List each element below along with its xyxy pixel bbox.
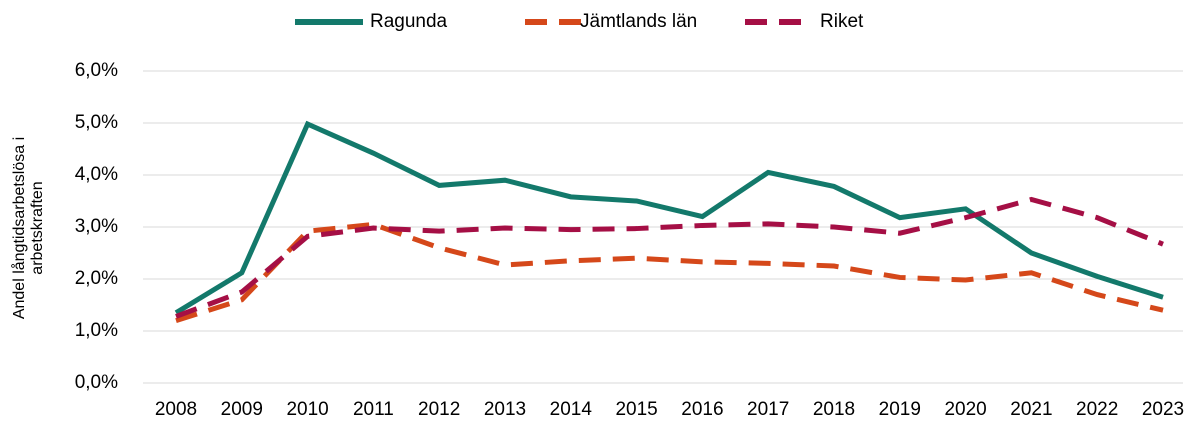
y-tick-label: 1,0%: [75, 320, 118, 341]
y-tick-label: 6,0%: [75, 60, 118, 81]
x-tick-label: 2015: [615, 399, 657, 420]
x-tick-label: 2016: [681, 399, 723, 420]
y-axis-label: Andel långtidsarbetslösa i: [10, 137, 28, 319]
legend-label: Jämtlands län: [580, 11, 697, 32]
x-tick-label: 2018: [813, 399, 855, 420]
legend-label: Ragunda: [370, 11, 448, 32]
series-line: [174, 120, 1164, 315]
x-tick-label: 2013: [484, 399, 526, 420]
y-tick-label: 0,0%: [75, 372, 118, 393]
x-tick-label: 2023: [1142, 399, 1184, 420]
x-tick-label: 2012: [418, 399, 460, 420]
x-tick-label: 2011: [353, 399, 394, 420]
x-tick-label: 2009: [221, 399, 263, 420]
y-axis-label: arbetskraften: [29, 181, 46, 274]
x-tick-label: 2021: [1010, 399, 1052, 420]
x-tick-label: 2020: [944, 399, 986, 420]
series-line: [175, 221, 1164, 323]
x-tick-label: 2014: [550, 399, 593, 420]
x-tick-label: 2019: [879, 399, 921, 420]
legend-label: Riket: [820, 11, 864, 32]
x-tick-label: 2008: [155, 399, 197, 420]
y-tick-label: 3,0%: [75, 216, 118, 237]
series-line: [175, 196, 1164, 319]
x-tick-label: 2010: [286, 399, 328, 420]
x-tick-label: 2022: [1076, 399, 1118, 420]
x-tick-label: 2017: [747, 399, 789, 420]
y-tick-label: 5,0%: [75, 112, 118, 133]
y-tick-label: 4,0%: [75, 164, 118, 185]
y-tick-label: 2,0%: [75, 268, 118, 289]
